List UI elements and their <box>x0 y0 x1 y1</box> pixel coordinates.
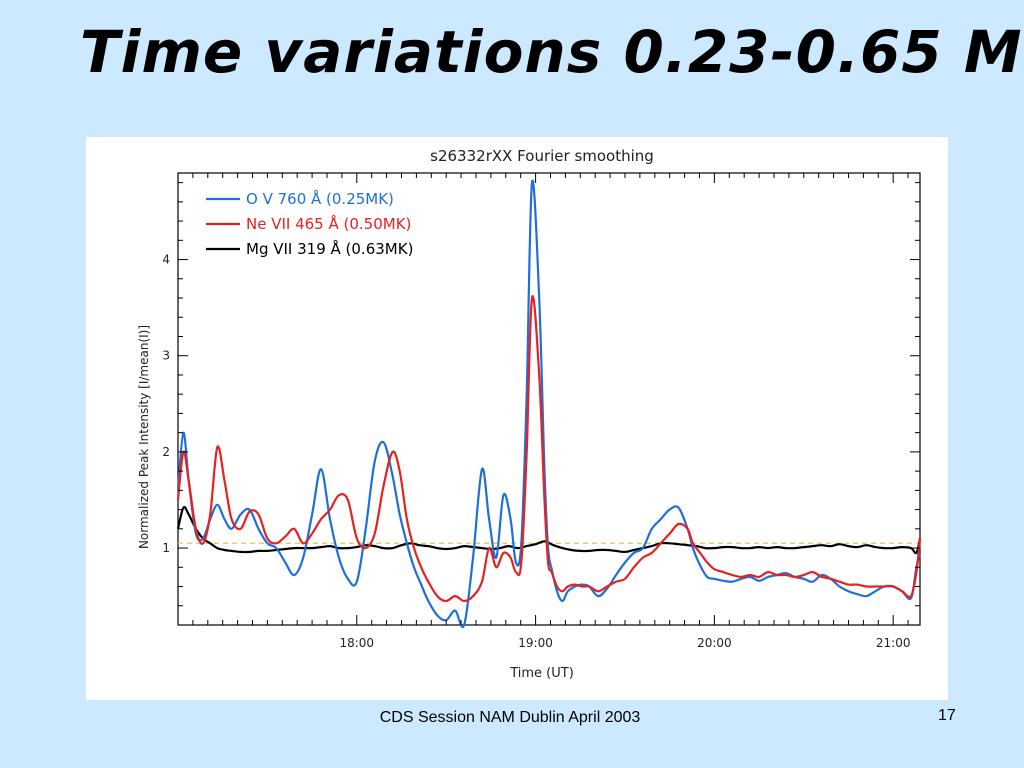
y-axis-label: Normalized Peak Intensity [I/mean(I)] <box>137 325 151 549</box>
axis-ticks: 18:00 19:00 20:00 21:00 1 2 3 4 <box>162 173 920 650</box>
series-line-o-v <box>176 179 922 629</box>
legend-label: Mg VII 319 Å (0.63MK) <box>246 239 413 258</box>
x-tick-label: 21:00 <box>876 636 911 650</box>
slide-title: Time variations 0.23-0.65 MK <box>80 18 1024 86</box>
y-tick-label: 3 <box>162 349 170 363</box>
x-tick-label: 19:00 <box>518 636 553 650</box>
legend-label: O V 760 Å (0.25MK) <box>246 189 394 208</box>
footer-text: CDS Session NAM Dublin April 2003 <box>379 709 641 726</box>
legend: O V 760 Å (0.25MK) Ne VII 465 Å (0.50MK) M… <box>206 189 413 258</box>
line-chart: 18:00 19:00 20:00 21:00 1 2 3 4 s26332rXX Fouri… <box>137 147 922 681</box>
x-axis-label: Time (UT) <box>509 666 574 681</box>
plot-frame <box>177 172 921 626</box>
x-tick-label: 20:00 <box>697 636 732 650</box>
page-number: 17 <box>938 707 956 724</box>
y-tick-label: 2 <box>162 445 170 459</box>
plot-panel: 18:00 19:00 20:00 21:00 1 2 3 4 s26332rXX Fouri… <box>86 137 948 700</box>
series-line-mg-vii <box>176 506 922 555</box>
series-layer <box>176 179 922 629</box>
legend-label: Ne VII 465 Å (0.50MK) <box>246 214 411 233</box>
series-line-ne-vii <box>176 295 922 603</box>
chart-frame <box>177 172 921 626</box>
y-tick-label: 1 <box>162 541 170 555</box>
chart-title: s26332rXX Fourier smoothing <box>430 147 654 165</box>
y-tick-label: 4 <box>162 253 170 267</box>
x-tick-label: 18:00 <box>339 636 374 650</box>
